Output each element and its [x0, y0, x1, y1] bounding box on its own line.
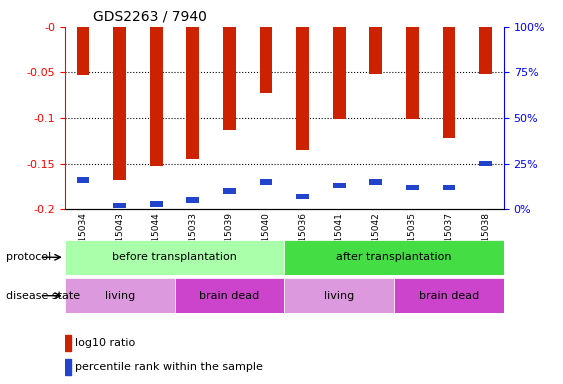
Bar — [223, 188, 236, 194]
Text: living: living — [105, 291, 135, 301]
Bar — [65, 335, 72, 351]
Bar — [260, 179, 272, 185]
Bar — [77, 27, 90, 75]
Bar — [443, 27, 455, 138]
Bar — [113, 203, 126, 209]
Bar — [113, 27, 126, 180]
Bar — [333, 183, 346, 188]
Bar — [260, 27, 272, 93]
Text: log10 ratio: log10 ratio — [75, 338, 136, 348]
Text: GDS2263 / 7940: GDS2263 / 7940 — [93, 9, 207, 23]
Bar — [479, 27, 492, 74]
Bar — [186, 27, 199, 159]
Bar — [186, 197, 199, 203]
Bar — [296, 194, 309, 199]
Bar — [175, 278, 284, 313]
Bar — [284, 278, 394, 313]
Text: living: living — [324, 291, 354, 301]
Bar — [150, 201, 163, 207]
Bar — [369, 27, 382, 74]
Bar — [406, 185, 419, 190]
Text: percentile rank within the sample: percentile rank within the sample — [75, 362, 263, 372]
Bar — [394, 278, 504, 313]
Bar — [369, 179, 382, 185]
Bar — [284, 240, 504, 275]
Text: disease state: disease state — [6, 291, 80, 301]
Bar — [65, 240, 284, 275]
Bar — [296, 27, 309, 150]
Text: before transplantation: before transplantation — [112, 252, 237, 262]
Bar — [150, 27, 163, 166]
Bar — [77, 177, 90, 183]
Bar — [223, 27, 236, 130]
Text: brain dead: brain dead — [199, 291, 260, 301]
Text: after transplantation: after transplantation — [336, 252, 452, 262]
Bar — [479, 161, 492, 166]
Bar — [65, 278, 175, 313]
Bar — [406, 27, 419, 119]
Bar — [65, 359, 72, 375]
Text: brain dead: brain dead — [419, 291, 479, 301]
Bar — [443, 185, 455, 190]
Bar — [333, 27, 346, 119]
Text: protocol: protocol — [6, 252, 51, 262]
